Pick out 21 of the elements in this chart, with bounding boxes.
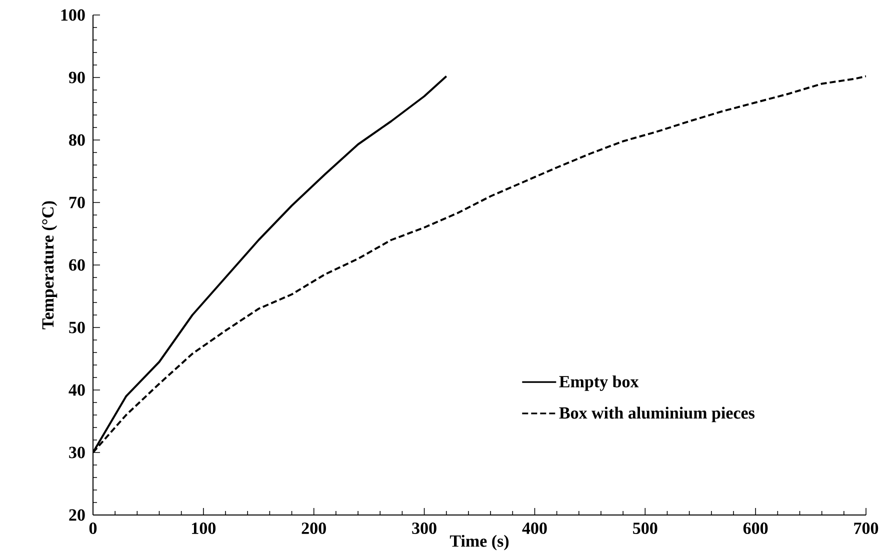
y-axis-title: Temperature (°C) [42, 201, 58, 330]
y-tick-label: 100 [61, 9, 85, 21]
x-tick-label: 100 [192, 522, 216, 534]
x-tick-label: 200 [302, 522, 326, 534]
y-tick-label: 40 [68, 384, 85, 396]
legend-label: Box with aluminium pieces [559, 406, 755, 422]
x-tick-label: 700 [854, 522, 878, 534]
y-tick-label: 50 [69, 322, 85, 334]
legend-label: Empty box [559, 375, 639, 391]
x-tick-label: 500 [633, 522, 658, 534]
x-tick-label: 0 [89, 522, 97, 534]
y-tick-label: 70 [69, 196, 85, 208]
y-tick-label: 90 [68, 72, 85, 84]
y-tick-label: 80 [69, 134, 85, 146]
y-tick-label: 30 [69, 446, 85, 458]
y-tick-label: 20 [69, 509, 85, 521]
x-tick-label: 600 [743, 522, 768, 534]
x-tick-label: 300 [412, 522, 436, 534]
x-axis-title: Time (s) [450, 534, 509, 550]
y-tick-label: 60 [69, 259, 85, 271]
x-tick-label: 400 [522, 522, 547, 534]
